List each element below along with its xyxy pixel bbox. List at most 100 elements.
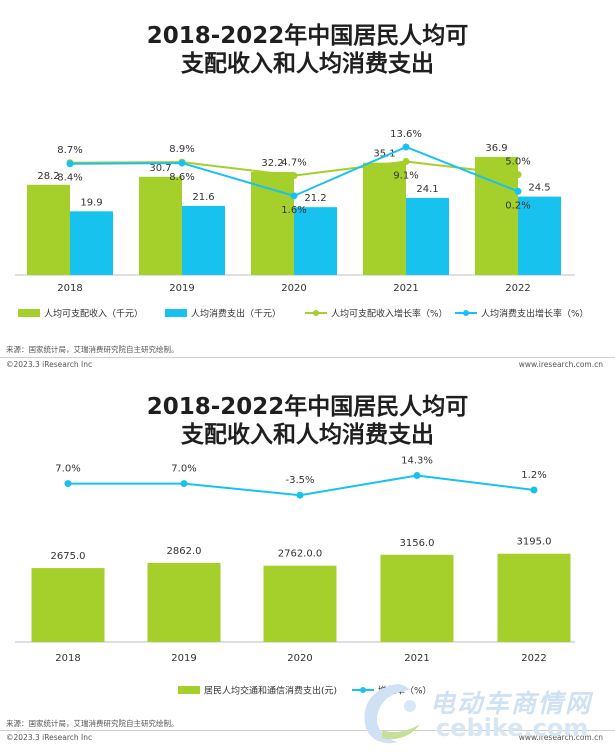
rate-value-label: -3.5% (285, 475, 314, 486)
bar-income-2018 (27, 184, 70, 275)
bar-transport-2018 (31, 568, 105, 642)
chart-panel-income-consumption: 2018-2022年中国居民人均可 支配收入和人均消费支出 28.2 30.7 32… (0, 0, 615, 372)
legend-label: 人均消费支出（千元） (191, 308, 281, 320)
rate-value-label: 8.6% (169, 172, 194, 183)
bar-value-label: 30.7 (149, 163, 171, 174)
legend-swatch-bar (178, 686, 200, 694)
transport-communication-chart: 2675.0 2862.0 2762.0.0 3156.0 3195.0 2018 2019… (15, 455, 575, 697)
bar-income-2019 (139, 176, 182, 275)
source-note: 来源：国家统计局，艾瑞消费研究院自主研究绘制。 (6, 345, 179, 354)
legend-label: 人均可支配收入（千元） (44, 308, 143, 320)
rate-value-label: 5.0% (505, 157, 530, 168)
x-tick-label: 2020 (281, 283, 306, 294)
rate-value-label: 1.6% (281, 205, 306, 216)
growth-rate-point (64, 480, 72, 488)
bar-value-label: 3195.0 (517, 537, 552, 548)
rate-value-label: 1.2% (521, 470, 546, 481)
consumption-growth-point (290, 192, 298, 200)
website-text[interactable]: www.iresearch.com.cn (518, 360, 603, 369)
watermark-cn-text: 电动车商情网 (430, 689, 593, 718)
legend-swatch-bar (18, 309, 40, 317)
bar-consumption-2018 (70, 211, 113, 275)
income-growth-point (402, 157, 410, 165)
bar-value-label: 24.1 (416, 184, 438, 195)
copyright-text: ©2023.3 iResearch Inc (6, 360, 93, 369)
legend-label: 人均消费支出增长率（%） (481, 308, 589, 320)
bar-value-label: 2762.0.0 (278, 549, 323, 560)
x-tick-label: 2021 (404, 653, 429, 664)
consumption-growth-point (66, 160, 74, 168)
watermark-en-text: cebike.com (436, 714, 589, 742)
x-tick-label: 2019 (169, 283, 194, 294)
x-tick-label: 2021 (393, 283, 418, 294)
x-tick-label: 2018 (55, 653, 80, 664)
x-tick-label: 2022 (505, 283, 530, 294)
footer-divider (0, 357, 615, 358)
chart-panel-transport-communication: 2018-2022年中国居民人均可 支配收入和人均消费支出 2675.0 2862… (0, 385, 615, 753)
copyright-text: ©2023.3 iResearch Inc (6, 733, 93, 742)
income-growth-point (290, 172, 298, 180)
bar-value-label: 36.9 (485, 143, 507, 154)
bar-consumption-2020 (294, 207, 337, 275)
bar-income-2021 (363, 162, 406, 275)
x-tick-label: 2020 (287, 653, 312, 664)
legend-swatch-marker (360, 687, 366, 693)
chart-title-line-1: 2018-2022年中国居民人均可 (146, 23, 469, 49)
consumption-growth-point (402, 143, 410, 151)
chart-title-line-2: 支配收入和人均消费支出 (181, 51, 434, 77)
cebike-logo-icon (364, 684, 420, 744)
consumption-growth-point (178, 159, 186, 167)
legend-swatch-bar (165, 309, 187, 317)
cebike-watermark: 电动车商情网 cebike.com (352, 676, 610, 750)
bar-consumption-2019 (182, 205, 225, 275)
chart-title-line-1: 2018-2022年中国居民人均可 (146, 394, 469, 420)
bar-value-label: 3156.0 (400, 538, 435, 549)
rate-value-label: 0.2% (505, 200, 530, 211)
rate-value-label: 9.1% (393, 170, 418, 181)
x-tick-label: 2022 (521, 653, 546, 664)
growth-rate-point (413, 471, 421, 479)
bar-value-label: 28.2 (37, 171, 59, 182)
chart-title: 2018-2022年中国居民人均可 支配收入和人均消费支出 (0, 393, 615, 449)
rate-value-label: 8.7% (57, 145, 82, 156)
footer-divider (0, 730, 615, 731)
bar-value-label: 21.2 (304, 193, 326, 204)
legend-swatch-marker (463, 310, 469, 316)
source-note: 来源：国家统计局，艾瑞消费研究院自主研究绘制。 (6, 719, 179, 728)
rate-value-label: 4.7% (281, 158, 306, 169)
website-text[interactable]: www.iresearch.com.cn (518, 733, 603, 742)
bar-transport-2019 (147, 562, 221, 642)
bar-consumption-2021 (406, 197, 449, 275)
growth-rate-point (180, 480, 188, 488)
bar-value-label: 32.2 (261, 158, 283, 169)
income-consumption-chart: 28.2 30.7 32.2 35.1 36.9 19.9 21.6 21.2 24.1 24.5… (15, 129, 589, 320)
bar-consumption-2022 (518, 196, 561, 275)
income-growth-point (514, 171, 522, 179)
growth-rate-point (296, 491, 304, 499)
rate-value-label: 14.3% (401, 455, 433, 466)
bar-value-label: 19.9 (80, 197, 102, 208)
bar-value-label: 35.1 (373, 149, 395, 160)
bar-value-label: 21.6 (192, 192, 214, 203)
consumption-growth-point (514, 187, 522, 195)
growth-rate-point (530, 486, 538, 494)
chart-title: 2018-2022年中国居民人均可 支配收入和人均消费支出 (0, 22, 615, 78)
bar-transport-2022 (497, 553, 571, 642)
bar-transport-2021 (380, 554, 454, 642)
rate-value-label: 7.0% (55, 464, 80, 475)
legend-label: 居民人均交通和通信消费支出(元) (204, 685, 337, 697)
x-tick-label: 2018 (57, 283, 82, 294)
rate-value-label: 7.0% (171, 464, 196, 475)
rate-value-label: 8.9% (169, 144, 194, 155)
bar-value-label: 2862.0 (167, 546, 202, 557)
bar-income-2020 (251, 171, 294, 275)
x-tick-label: 2019 (171, 653, 196, 664)
rate-value-label: 8.4% (57, 173, 82, 184)
bar-transport-2020 (263, 565, 337, 642)
rate-value-label: 13.6% (390, 129, 422, 140)
chart-title-line-2: 支配收入和人均消费支出 (181, 422, 434, 448)
bar-value-label: 2675.0 (51, 551, 86, 562)
legend-label: 人均可支配收入增长率（%） (331, 308, 448, 320)
legend-swatch-marker (313, 310, 319, 316)
bar-value-label: 24.5 (528, 183, 550, 194)
